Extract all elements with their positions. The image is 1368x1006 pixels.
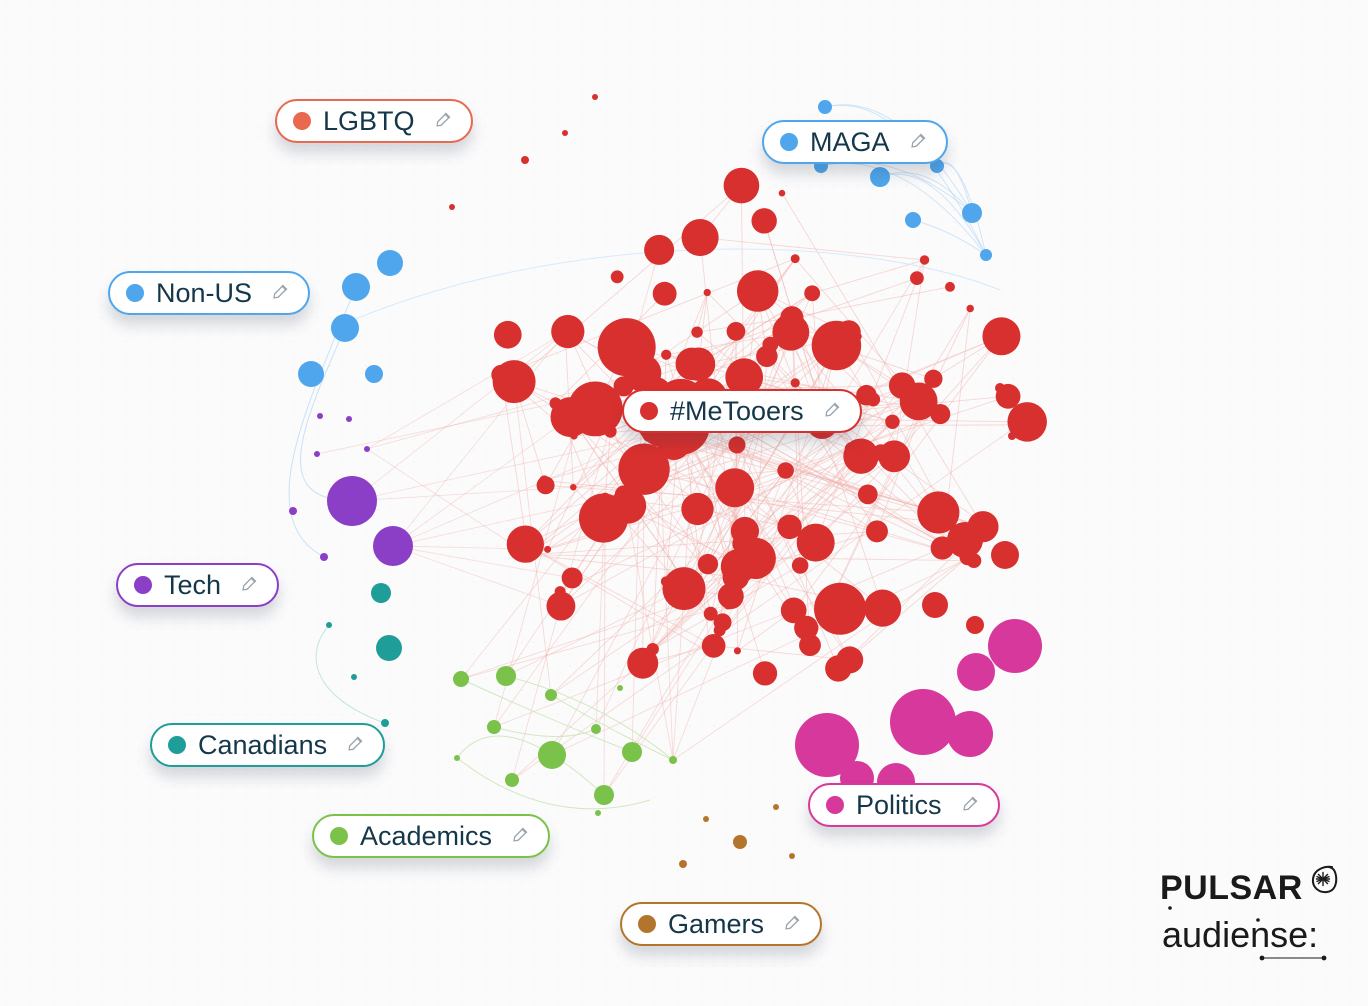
svg-text:audiense:: audiense: [1162,914,1318,955]
svg-text:PULSAR: PULSAR [1160,869,1303,907]
